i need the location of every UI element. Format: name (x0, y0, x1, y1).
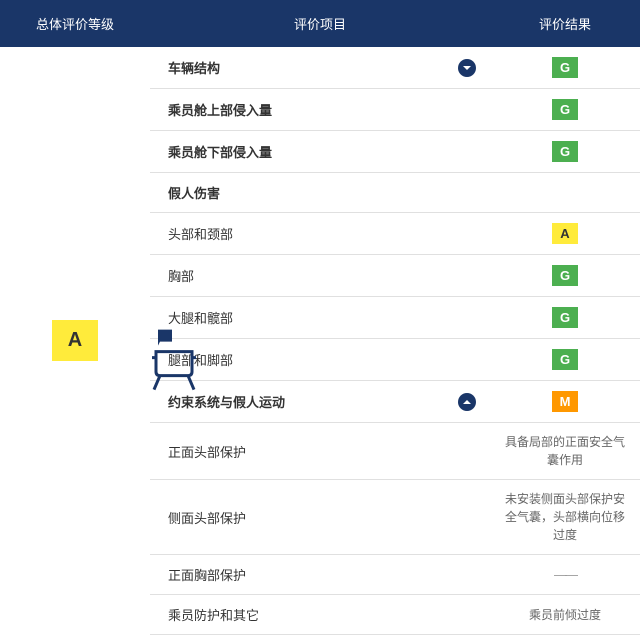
result-note: 具备局部的正面安全气囊作用 (504, 433, 626, 469)
item-cell: 乘员舱上部侵入量 (150, 89, 490, 131)
result-cell: 乘员前倾过度 (490, 595, 640, 635)
rating-table: 总体评价等级 评价项目 评价结果 A 车辆结构 G 乘员舱上部侵入量 G 乘员舱下部侵入… (0, 0, 640, 635)
item-label: 乘员防护和其它 (168, 605, 259, 624)
rating-badge: M (552, 391, 578, 412)
rating-badge: G (552, 57, 578, 78)
result-note: 未安装侧面头部保护安全气囊，头部横向位移过度 (504, 490, 626, 544)
item-label: 假人伤害 (168, 183, 220, 202)
item-label: 约束系统与假人运动 (168, 392, 285, 411)
item-cell: 正面胸部保护 (150, 555, 490, 595)
overall-grade-cell: A (0, 47, 150, 635)
result-note: 乘员前倾过度 (504, 606, 626, 624)
item-cell: 假人伤害 (150, 173, 490, 213)
overall-grade-badge: A (52, 320, 98, 361)
header-item: 评价项目 (150, 0, 490, 47)
chevron-down-icon[interactable] (458, 59, 476, 77)
item-cell: 乘员舱下部侵入量 (150, 131, 490, 173)
result-cell: A (490, 213, 640, 255)
rating-badge: G (552, 349, 578, 370)
item-cell: 正面头部保护 (150, 423, 490, 480)
result-cell (490, 173, 640, 213)
result-cell: 未安装侧面头部保护安全气囊，头部横向位移过度 (490, 480, 640, 555)
item-label: 正面胸部保护 (168, 565, 246, 584)
item-cell[interactable]: 车辆结构 (150, 47, 490, 89)
item-label: 乘员舱上部侵入量 (168, 100, 272, 119)
result-cell: G (490, 297, 640, 339)
item-label: 正面头部保护 (168, 442, 246, 461)
item-label: 乘员舱下部侵入量 (168, 142, 272, 161)
item-cell: 胸部 (150, 255, 490, 297)
table-row: A 车辆结构G (0, 47, 640, 89)
item-cell: 头部和颈部 (150, 213, 490, 255)
result-cell: —— (490, 555, 640, 595)
item-label: 车辆结构 (168, 58, 220, 77)
header-row: 总体评价等级 评价项目 评价结果 (0, 0, 640, 47)
result-dash: —— (554, 567, 576, 582)
item-label: 侧面头部保护 (168, 508, 246, 527)
result-cell: G (490, 89, 640, 131)
item-label: 头部和颈部 (168, 224, 233, 243)
result-cell: G (490, 339, 640, 381)
header-result: 评价结果 (490, 0, 640, 47)
rating-badge: G (552, 265, 578, 286)
item-cell: 乘员防护和其它 (150, 595, 490, 635)
result-cell: G (490, 255, 640, 297)
item-label: 大腿和髋部 (168, 308, 233, 327)
seat-icon (146, 327, 202, 391)
rating-badge: A (552, 223, 578, 244)
result-cell: 具备局部的正面安全气囊作用 (490, 423, 640, 480)
result-cell: M (490, 381, 640, 423)
rating-badge: G (552, 141, 578, 162)
rating-badge: G (552, 99, 578, 120)
chevron-up-icon[interactable] (458, 393, 476, 411)
rating-badge: G (552, 307, 578, 328)
header-overall: 总体评价等级 (0, 0, 150, 47)
result-cell: G (490, 47, 640, 89)
item-label: 胸部 (168, 266, 194, 285)
item-cell: 侧面头部保护 (150, 480, 490, 555)
result-cell: G (490, 131, 640, 173)
